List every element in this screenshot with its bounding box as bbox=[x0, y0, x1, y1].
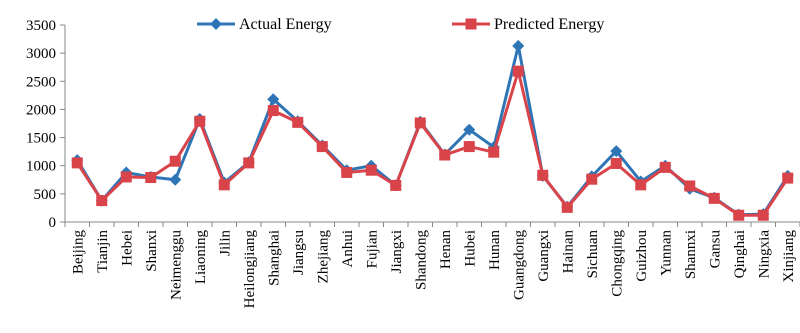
y-tick-label: 3000 bbox=[26, 46, 56, 62]
x-tick-label: Fujian bbox=[364, 230, 380, 269]
x-tick-label: Xinjiang bbox=[781, 230, 797, 283]
data-point-marker bbox=[341, 166, 353, 178]
x-tick-label: Yunnan bbox=[658, 230, 674, 276]
data-point-marker bbox=[218, 179, 230, 191]
x-tick-label: Guangxi bbox=[536, 230, 552, 282]
data-point-marker bbox=[390, 179, 402, 191]
x-tick-label: Henan bbox=[438, 230, 454, 270]
data-point-marker bbox=[586, 173, 598, 185]
data-point-marker bbox=[439, 149, 451, 161]
data-point-marker bbox=[610, 157, 622, 169]
legend-item: Predicted Energy bbox=[452, 16, 604, 33]
data-point-marker bbox=[512, 39, 525, 52]
data-point-marker bbox=[292, 116, 304, 128]
x-tick-label: Tianjin bbox=[95, 230, 111, 273]
x-tick-label: Hubei bbox=[462, 230, 478, 267]
data-point-marker bbox=[365, 164, 377, 176]
data-point-marker bbox=[145, 172, 157, 184]
legend-label: Predicted Energy bbox=[494, 16, 604, 33]
data-point-marker bbox=[463, 123, 476, 136]
data-point-marker bbox=[194, 115, 206, 127]
legend: Actual Energy Predicted Energy bbox=[197, 16, 604, 33]
data-point-marker bbox=[169, 173, 182, 186]
series-predicted-energy bbox=[71, 65, 794, 221]
x-axis-ticks: Beijing Tianjin Hebei Shanxi Neimenggu Liaoni… bbox=[64, 222, 800, 309]
x-tick-label: Qinghai bbox=[732, 230, 748, 278]
x-tick-label: Sichuan bbox=[585, 230, 601, 279]
data-point-marker bbox=[243, 157, 255, 169]
data-point-marker bbox=[733, 209, 745, 221]
data-point-marker bbox=[463, 141, 475, 153]
y-tick-label: 1500 bbox=[26, 131, 56, 147]
x-tick-label: Jiangsu bbox=[291, 230, 307, 276]
y-tick-label: 500 bbox=[34, 187, 57, 203]
data-point-marker bbox=[120, 171, 132, 183]
series-layer bbox=[71, 39, 794, 221]
series-actual-energy bbox=[71, 39, 794, 221]
data-point-marker bbox=[316, 141, 328, 153]
x-tick-label: Shanxi bbox=[144, 230, 160, 272]
y-tick-label: 2000 bbox=[26, 102, 56, 118]
y-tick-label: 0 bbox=[49, 215, 57, 231]
data-point-marker bbox=[169, 155, 181, 167]
x-tick-label: Guangdong bbox=[511, 230, 527, 300]
x-tick-label: Anhui bbox=[340, 230, 356, 268]
x-tick-label: Heilongjiang bbox=[242, 230, 258, 309]
x-tick-label: Hunan bbox=[487, 230, 503, 270]
y-axis-ticks: 0 500 1000 1500 2000 2500 3000 3500 bbox=[26, 18, 65, 231]
data-point-marker bbox=[757, 209, 769, 221]
y-tick-label: 3500 bbox=[26, 18, 56, 34]
x-tick-label: Shandong bbox=[413, 230, 429, 291]
x-tick-label: Hebei bbox=[119, 230, 135, 266]
data-point-marker bbox=[684, 180, 696, 192]
y-tick-label: 1000 bbox=[26, 159, 56, 175]
data-point-marker bbox=[512, 65, 524, 77]
series-line bbox=[76, 44, 790, 217]
legend-item: Actual Energy bbox=[197, 16, 332, 33]
data-point-marker bbox=[71, 157, 83, 169]
x-tick-label: Shanghai bbox=[266, 230, 282, 286]
data-point-marker bbox=[782, 172, 794, 184]
x-tick-label: Zhejiang bbox=[315, 230, 331, 284]
y-tick-label: 2500 bbox=[26, 74, 56, 90]
x-tick-label: Liaoning bbox=[193, 230, 209, 285]
data-point-marker bbox=[267, 105, 279, 117]
data-point-marker bbox=[708, 192, 720, 204]
x-tick-label: Neimenggu bbox=[168, 230, 184, 300]
x-tick-label: Ningxia bbox=[756, 230, 772, 279]
data-point-marker bbox=[414, 117, 426, 129]
x-tick-label: Chongqing bbox=[609, 230, 625, 297]
x-tick-label: Jiangxi bbox=[389, 230, 405, 273]
data-point-marker bbox=[96, 195, 108, 207]
data-point-marker bbox=[267, 93, 280, 106]
x-tick-label: Shannxi bbox=[683, 230, 699, 279]
data-point-marker bbox=[537, 169, 549, 181]
series-line bbox=[76, 69, 790, 217]
x-tick-label: Hainan bbox=[560, 230, 576, 274]
x-tick-label: Jilin bbox=[217, 230, 233, 256]
legend-square-marker bbox=[465, 18, 477, 30]
data-point-marker bbox=[610, 145, 623, 158]
data-point-marker bbox=[561, 201, 573, 213]
x-tick-label: Guizhou bbox=[634, 230, 650, 282]
legend-diamond-marker bbox=[210, 18, 222, 30]
data-point-marker bbox=[659, 161, 671, 173]
x-tick-label: Beijing bbox=[70, 230, 86, 275]
legend-label: Actual Energy bbox=[239, 16, 332, 33]
x-tick-label: Gansu bbox=[707, 230, 723, 269]
data-point-marker bbox=[488, 146, 500, 158]
data-point-marker bbox=[635, 179, 647, 191]
